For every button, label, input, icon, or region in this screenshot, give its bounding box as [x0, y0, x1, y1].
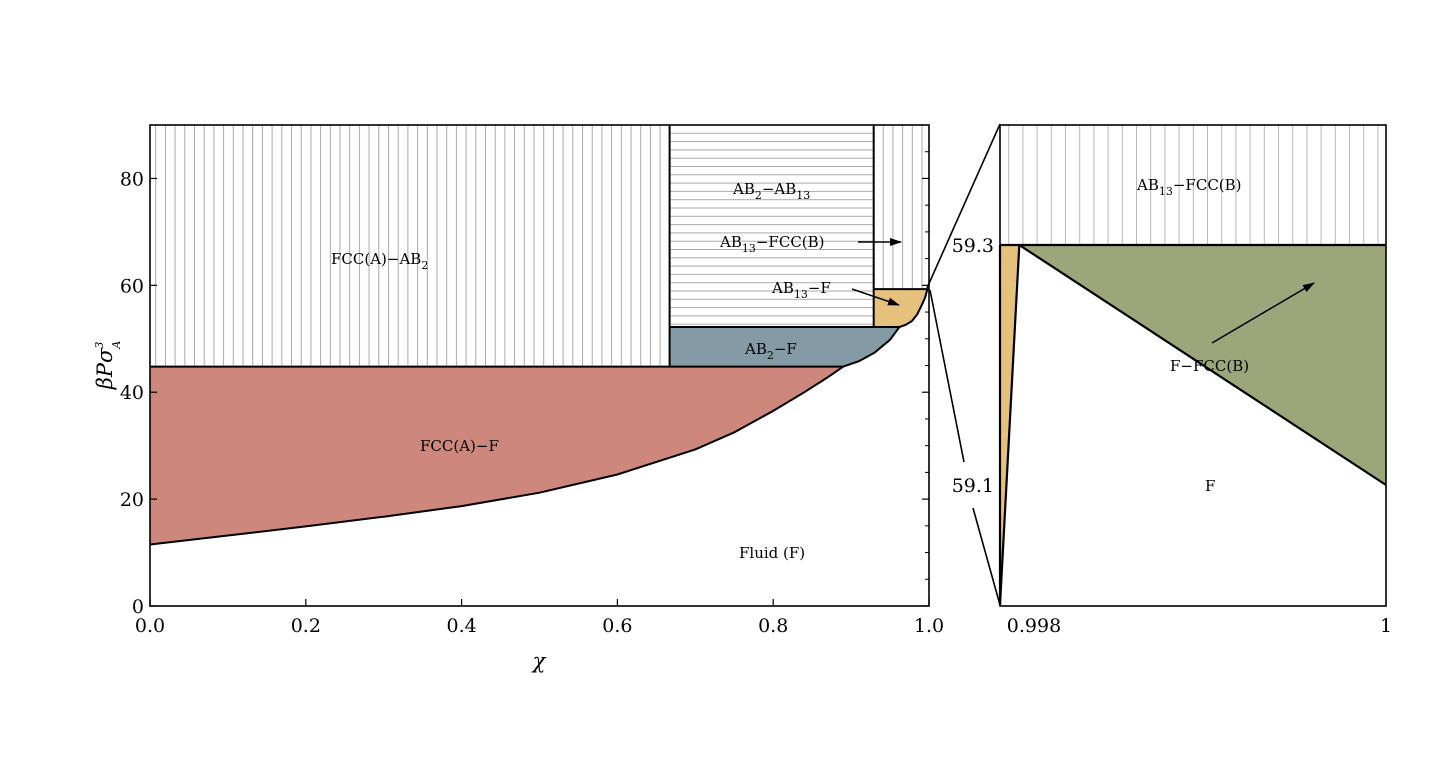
region-ab2-fluid: [669, 327, 900, 367]
zoom-connector-bottom: [929, 289, 965, 463]
boundary-ab2-fluid: [842, 326, 901, 368]
region-fcc-fluid: [150, 366, 844, 545]
label-fluid: Fluid (F): [739, 544, 805, 562]
boundary-ab13-fluid: [899, 288, 929, 328]
inset-label-ab13-fccb: AB13−FCC(B): [1136, 176, 1242, 198]
inset-panel: 0.998 1 59.1 59.3 AB13−FCC(B) F−FCC(B) F: [952, 124, 1392, 637]
y-tick-label: 40: [120, 382, 144, 404]
inset-plot-frame: [999, 124, 1387, 607]
label-fcc-ab2: FCC(A)−AB2: [331, 250, 428, 272]
region-ab13-fccb: [873, 125, 929, 290]
x-tick-label: 0.4: [446, 615, 476, 637]
y-tick-label: 20: [120, 489, 144, 511]
region-ab2-ab13: [669, 125, 874, 328]
y-tick-label: 0: [132, 596, 144, 618]
label-ab2-fluid: AB2−F: [744, 340, 797, 362]
x-axis-title: χ: [531, 649, 547, 673]
main-axis-ticks: 0.0 0.2 0.4 0.6 0.8 1.0 0 20 40 60 80: [120, 124, 944, 637]
inset-label-fluid-fccb: F−FCC(B): [1170, 357, 1249, 375]
inset-y-tick-label: 59.3: [952, 235, 994, 257]
main-regions: [150, 125, 929, 545]
region-fcc-ab2: [150, 125, 670, 367]
label-ab2-ab13: AB2−AB13: [732, 180, 810, 202]
y-axis-title: βPσ3 A: [93, 341, 123, 391]
inset-arrow-fluid-fccb: [1211, 282, 1315, 344]
label-ab13-fluid: AB13−F: [771, 279, 831, 301]
y-axis-title-main: βPσ: [93, 348, 117, 390]
label-ab13-fccb: AB13−FCC(B): [719, 233, 825, 255]
inset-x-tick-label: 1: [1380, 615, 1392, 637]
main-boundaries: [149, 125, 929, 546]
x-tick-label: 0.8: [758, 615, 788, 637]
inset-axis-ticks: 0.998 1 59.1 59.3: [952, 235, 1392, 637]
y-tick-label: 60: [120, 275, 144, 297]
inset-x-tick-label: 0.998: [1007, 615, 1061, 637]
inset-region-ab13-fccb: [1000, 125, 1386, 245]
arrow-ab13-fluid: [851, 288, 900, 306]
y-axis-title-sup: 3: [93, 342, 106, 349]
inset-boundary-fccb-fluid: [1018, 244, 1387, 486]
zoom-connector-bottom-2: [972, 507, 1001, 606]
y-tick-label: 80: [120, 168, 144, 190]
x-tick-label: 0.6: [602, 615, 632, 637]
boundary-fcc-fluid: [149, 365, 844, 546]
x-tick-label: 0.0: [135, 615, 165, 637]
main-panel: 0.0 0.2 0.4 0.6 0.8 1.0 0 20 40 60 80 χ βPσ3 A FCC(…: [93, 124, 944, 673]
label-fcc-fluid: FCC(A)−F: [420, 437, 499, 455]
x-tick-label: 0.2: [291, 615, 321, 637]
inset-y-tick-label: 59.1: [952, 475, 994, 497]
inset-boundary-ab13-fluid: [998, 244, 1021, 606]
y-axis-title-sub: A: [110, 341, 123, 350]
inset-label-fluid: F: [1205, 477, 1215, 495]
zoom-connector-top: [926, 123, 1001, 289]
x-tick-label: 1.0: [914, 615, 944, 637]
